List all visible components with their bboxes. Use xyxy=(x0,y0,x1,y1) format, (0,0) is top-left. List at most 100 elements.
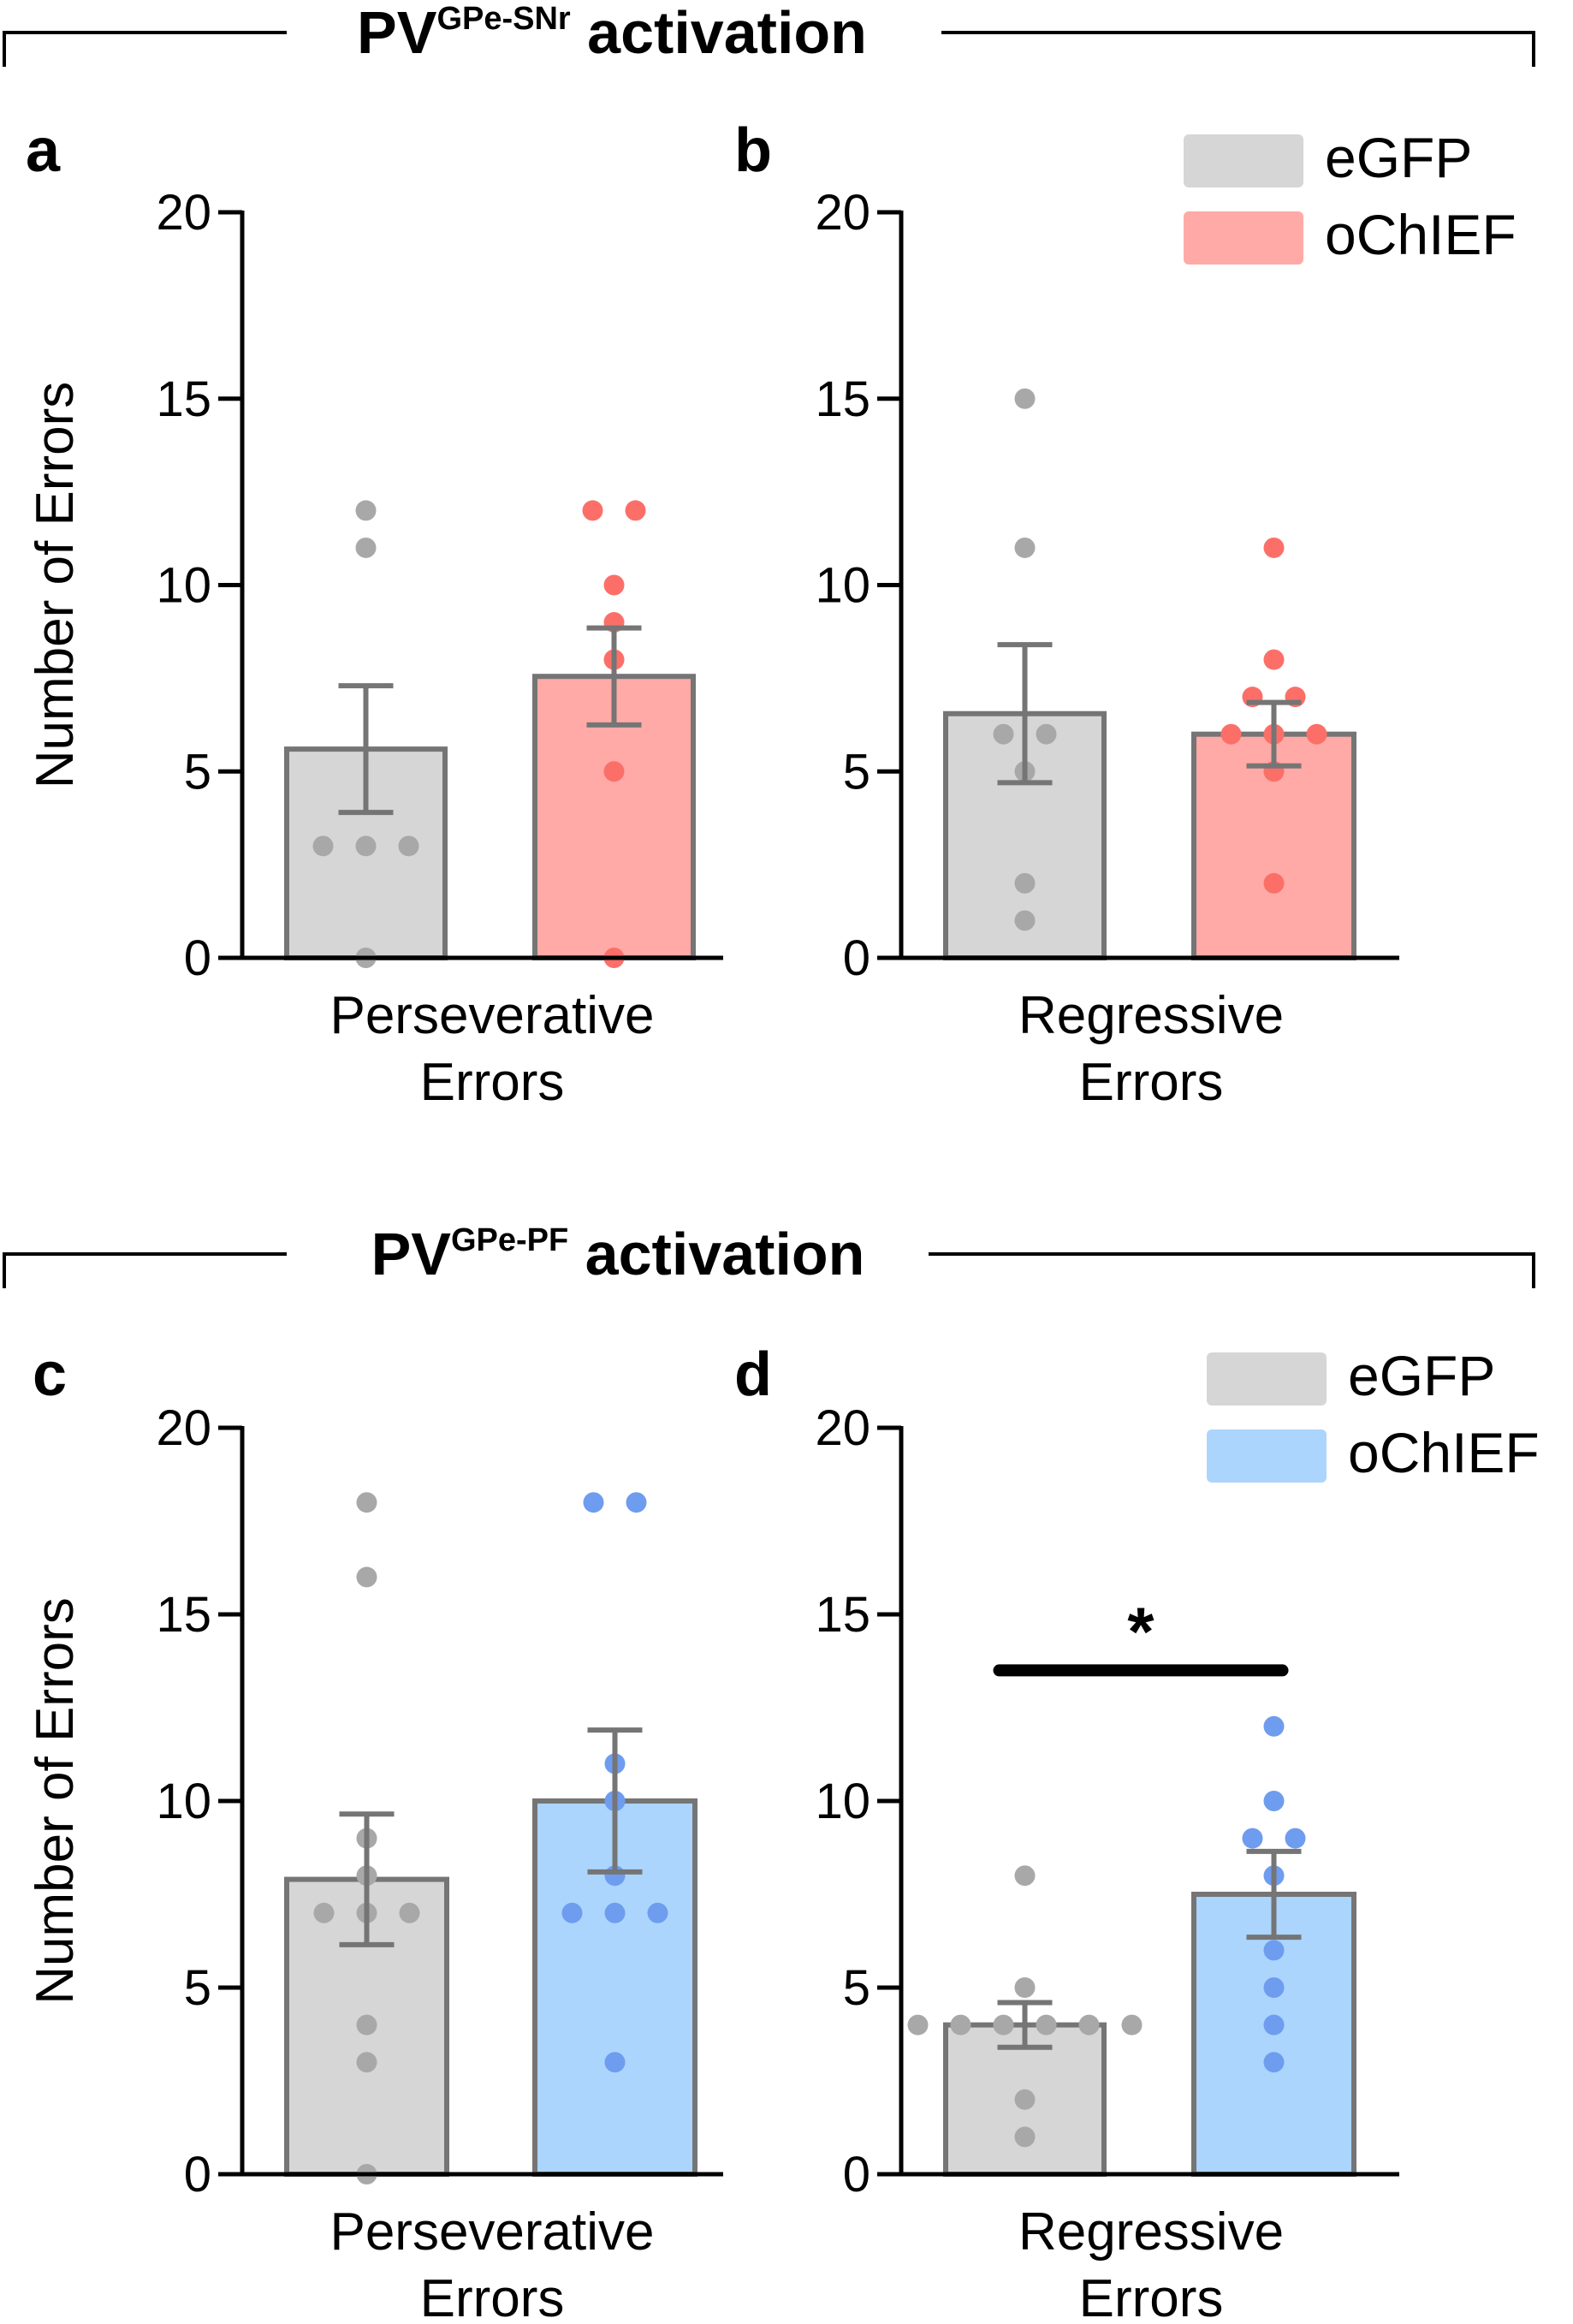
data-point xyxy=(1263,2014,1285,2036)
y-tick-label: 10 xyxy=(815,1774,870,1829)
data-point xyxy=(1014,388,1036,409)
panel-letter: c xyxy=(33,1340,67,1409)
panels: a 0 5 10 15 20 Number of Errors Perseverative Er… xyxy=(26,116,1540,2324)
data-point xyxy=(1263,1791,1285,1811)
panel-letter: b xyxy=(734,116,772,185)
data-point xyxy=(603,761,625,782)
panel-letter: a xyxy=(26,116,61,185)
y-tick-label: 0 xyxy=(843,930,870,986)
data-point xyxy=(1078,2014,1100,2036)
data-point xyxy=(907,2014,929,2036)
y-tick-label: 20 xyxy=(815,1400,870,1456)
y-tick-label: 10 xyxy=(156,1774,211,1829)
data-point xyxy=(950,2014,971,2036)
section-bracket-snr xyxy=(3,31,1535,67)
data-point xyxy=(1014,872,1036,894)
legend-swatch xyxy=(1207,1352,1327,1406)
significance-label: * xyxy=(1127,1593,1155,1669)
y-tick-label: 10 xyxy=(156,558,211,614)
data-point xyxy=(356,1492,377,1513)
y-tick-label: 20 xyxy=(156,1400,211,1456)
data-point xyxy=(355,835,377,857)
data-point xyxy=(561,1902,583,1923)
data-point xyxy=(1036,2014,1057,2036)
legend-swatch xyxy=(1207,1429,1327,1483)
data-point xyxy=(355,500,377,521)
legend-swatch xyxy=(1184,134,1303,187)
data-point xyxy=(398,835,419,857)
data-point xyxy=(604,1902,626,1923)
y-axis-label: Number of Errors xyxy=(26,382,85,788)
y-tick-label: 5 xyxy=(843,1960,870,2016)
data-point xyxy=(1014,2126,1036,2148)
y-tick-label: 0 xyxy=(184,930,211,986)
data-point xyxy=(1263,1715,1285,1737)
y-tick-label: 0 xyxy=(184,2147,211,2202)
data-point xyxy=(993,723,1014,745)
y-tick-label: 15 xyxy=(156,1587,211,1643)
data-point xyxy=(1014,1977,1036,1998)
section-bracket-pf xyxy=(3,1252,1535,1288)
data-point xyxy=(313,1902,335,1923)
section-title-pf: PVGPe-PF activation xyxy=(371,1221,865,1287)
data-point xyxy=(356,1566,377,1588)
data-point xyxy=(1014,1865,1036,1887)
data-point xyxy=(603,574,625,596)
data-point xyxy=(399,1902,420,1923)
data-point xyxy=(356,2014,377,2036)
section-title-sup: GPe-SNr xyxy=(436,1,570,37)
data-point xyxy=(1014,2089,1036,2110)
legend-label: eGFP xyxy=(1348,1344,1495,1407)
x-axis-label: Perseverative xyxy=(329,986,654,1045)
data-point xyxy=(355,537,377,558)
y-tick-label: 5 xyxy=(843,744,870,799)
data-point xyxy=(1285,1828,1306,1849)
y-tick-label: 15 xyxy=(156,371,211,427)
data-point xyxy=(1263,1940,1285,1961)
data-point xyxy=(1014,537,1036,558)
section-title-rest: activation xyxy=(571,0,867,66)
data-point xyxy=(993,2014,1014,2036)
data-point xyxy=(1014,910,1036,931)
chart-panel-d: d 0 5 10 15 20 Regressive Errors * eGFP oChIEF xyxy=(734,1340,1540,2324)
chart-panel-a: a 0 5 10 15 20 Number of Errors Perseverative Er… xyxy=(26,116,723,1112)
chart-panel-b: b 0 5 10 15 20 Regressive Errors eGFP oChIEF xyxy=(734,116,1517,1112)
data-point xyxy=(625,500,646,521)
x-axis-label: Regressive xyxy=(1018,2202,1284,2262)
panel-letter: d xyxy=(734,1340,772,1409)
section-header-pf: PVGPe-PF activation xyxy=(3,1221,1535,1288)
legend-label: oChIEF xyxy=(1348,1421,1540,1484)
chart-panel-c: c 0 5 10 15 20 Number of Errors Perseverative Er… xyxy=(26,1340,723,2324)
data-point xyxy=(1263,537,1285,558)
y-tick-label: 0 xyxy=(843,2147,870,2202)
data-point xyxy=(1263,2052,1285,2073)
y-tick-label: 20 xyxy=(815,185,870,241)
y-tick-label: 15 xyxy=(815,371,870,427)
section-title-main: PV xyxy=(357,0,437,66)
data-point xyxy=(1036,723,1057,745)
legend: eGFP oChIEF xyxy=(1184,126,1517,266)
data-point xyxy=(647,1902,668,1923)
data-point xyxy=(583,1492,604,1513)
y-tick-label: 5 xyxy=(184,744,211,799)
y-tick-label: 10 xyxy=(815,558,870,614)
data-point xyxy=(1263,649,1285,670)
legend: eGFP oChIEF xyxy=(1207,1344,1540,1484)
section-title-main: PV xyxy=(371,1221,452,1287)
data-point xyxy=(356,2052,377,2073)
legend-label: oChIEF xyxy=(1325,203,1517,266)
data-point xyxy=(1263,872,1285,894)
data-point xyxy=(312,835,334,857)
y-axis-label: Number of Errors xyxy=(26,1597,85,2004)
x-axis-label: Errors xyxy=(420,2269,565,2324)
data-point xyxy=(1263,1977,1285,1998)
x-axis-label: Perseverative xyxy=(329,2202,654,2262)
data-point xyxy=(1242,1828,1263,1849)
data-point xyxy=(1306,723,1327,745)
section-header-snr: PVGPe-SNr activation xyxy=(3,0,1535,67)
data-point xyxy=(604,2052,626,2073)
data-point xyxy=(1220,723,1242,745)
section-title-sup: GPe-PF xyxy=(451,1222,568,1258)
data-point xyxy=(1121,2014,1143,2036)
